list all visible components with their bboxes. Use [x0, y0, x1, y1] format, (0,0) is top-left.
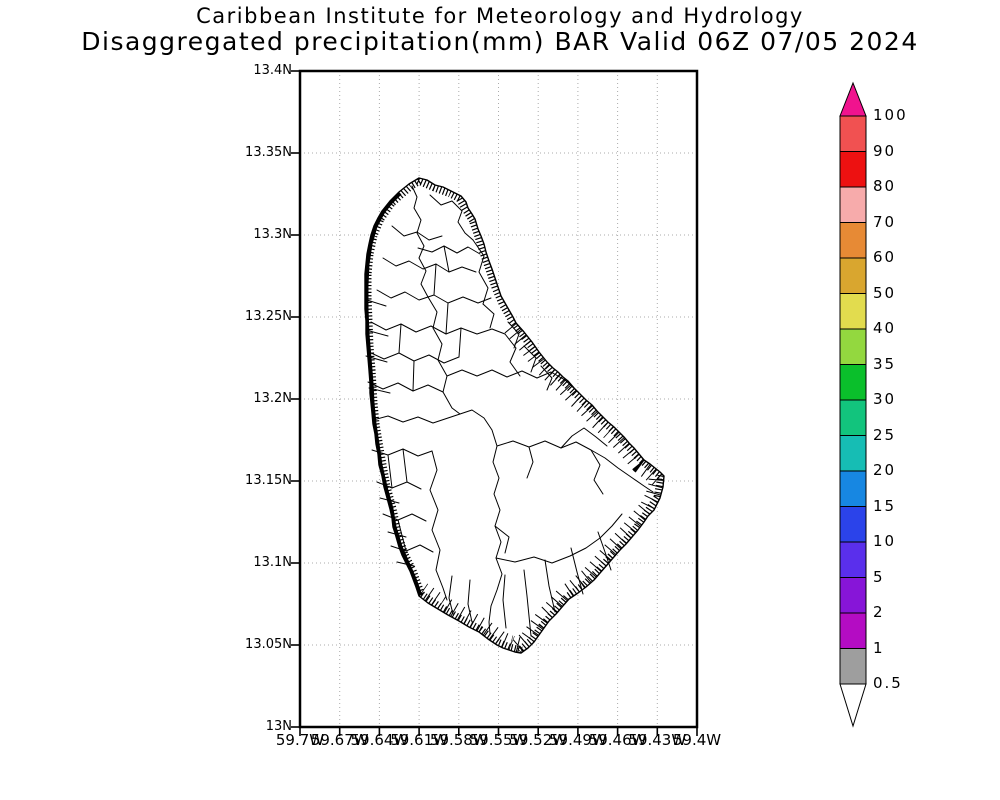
colorbar-label: 50: [873, 283, 897, 302]
colorbar-segment: [839, 293, 867, 330]
colorbar-label: 90: [873, 141, 897, 160]
colorbar-segment: [839, 186, 867, 223]
x-axis-label: 59.52W: [509, 731, 568, 749]
y-axis-label: 13.15N: [245, 473, 292, 488]
y-axis-label: 13.3N: [253, 227, 292, 242]
colorbar-label: 100: [873, 106, 908, 124]
x-axis-label: 59.61W: [390, 731, 448, 749]
colorbar-label: 5: [873, 567, 885, 586]
y-axis-label: 13.05N: [245, 637, 292, 652]
colorbar-label: 1: [873, 638, 885, 657]
watershed-boundaries: [365, 185, 654, 637]
colorbar-label: 40: [873, 319, 897, 337]
colorbar-segment: [839, 541, 867, 578]
x-axis-label: 59.49W: [549, 731, 607, 749]
page-subtitle: Disaggregated precipitation(mm) BAR Vali…: [81, 27, 919, 56]
x-axis-label: 59.7W: [275, 731, 325, 749]
colorbar-over-arrow: [839, 81, 867, 117]
plot-frame: [298, 69, 699, 729]
colorbar-segment: [839, 222, 867, 259]
colorbar-segments: [839, 115, 867, 685]
x-axis-label: 59.67W: [310, 731, 369, 749]
colorbar-label: 10: [873, 532, 897, 550]
x-axis-label: 59.43W: [628, 731, 687, 749]
x-axis-label: 59.58W: [429, 731, 488, 749]
y-axis-label: 13.4N: [253, 63, 292, 78]
x-axis-label: 59.64W: [350, 731, 409, 749]
page-title: Caribbean Institute for Meteorology and …: [196, 4, 804, 28]
colorbar-segment: [839, 612, 867, 649]
colorbar-label: 15: [873, 496, 897, 515]
colorbar-segment: [839, 648, 867, 685]
colorbar-segment: [839, 115, 867, 152]
colorbar-label: 30: [873, 390, 897, 408]
x-axis-label: 59.55W: [469, 731, 528, 749]
barbados-coastline: [364, 177, 665, 654]
colorbar-label: 2: [873, 603, 885, 621]
x-axis-label: 59.46W: [588, 731, 647, 749]
colorbar-segment: [839, 399, 867, 436]
colorbar-segment: [839, 257, 867, 294]
y-axis-label: 13N: [265, 719, 292, 734]
colorbar-label: 20: [873, 461, 897, 479]
colorbar-label: 70: [873, 212, 897, 231]
colorbar-segment: [839, 470, 867, 507]
y-axis-label: 13.25N: [245, 309, 292, 324]
colorbar-segment: [839, 364, 867, 401]
y-axis-label: 13.1N: [253, 555, 292, 570]
axis-ticks: [291, 70, 698, 736]
colorbar-label: 25: [873, 425, 897, 444]
colorbar-label: 0.5: [873, 674, 903, 692]
colorbar-under-arrow: [839, 683, 867, 728]
colorbar-segment: [839, 577, 867, 614]
colorbar-segment: [839, 328, 867, 365]
colorbar-segment: [839, 435, 867, 472]
colorbar-label: 35: [873, 354, 897, 373]
colorbar-segment: [839, 506, 867, 543]
colorbar-label: 60: [873, 248, 897, 266]
colorbar-segment: [839, 151, 867, 188]
x-axis-label: 59.4W: [672, 731, 722, 749]
colorbar-label: 80: [873, 177, 897, 195]
y-axis-label: 13.35N: [245, 145, 292, 160]
y-axis-label: 13.2N: [253, 391, 292, 406]
